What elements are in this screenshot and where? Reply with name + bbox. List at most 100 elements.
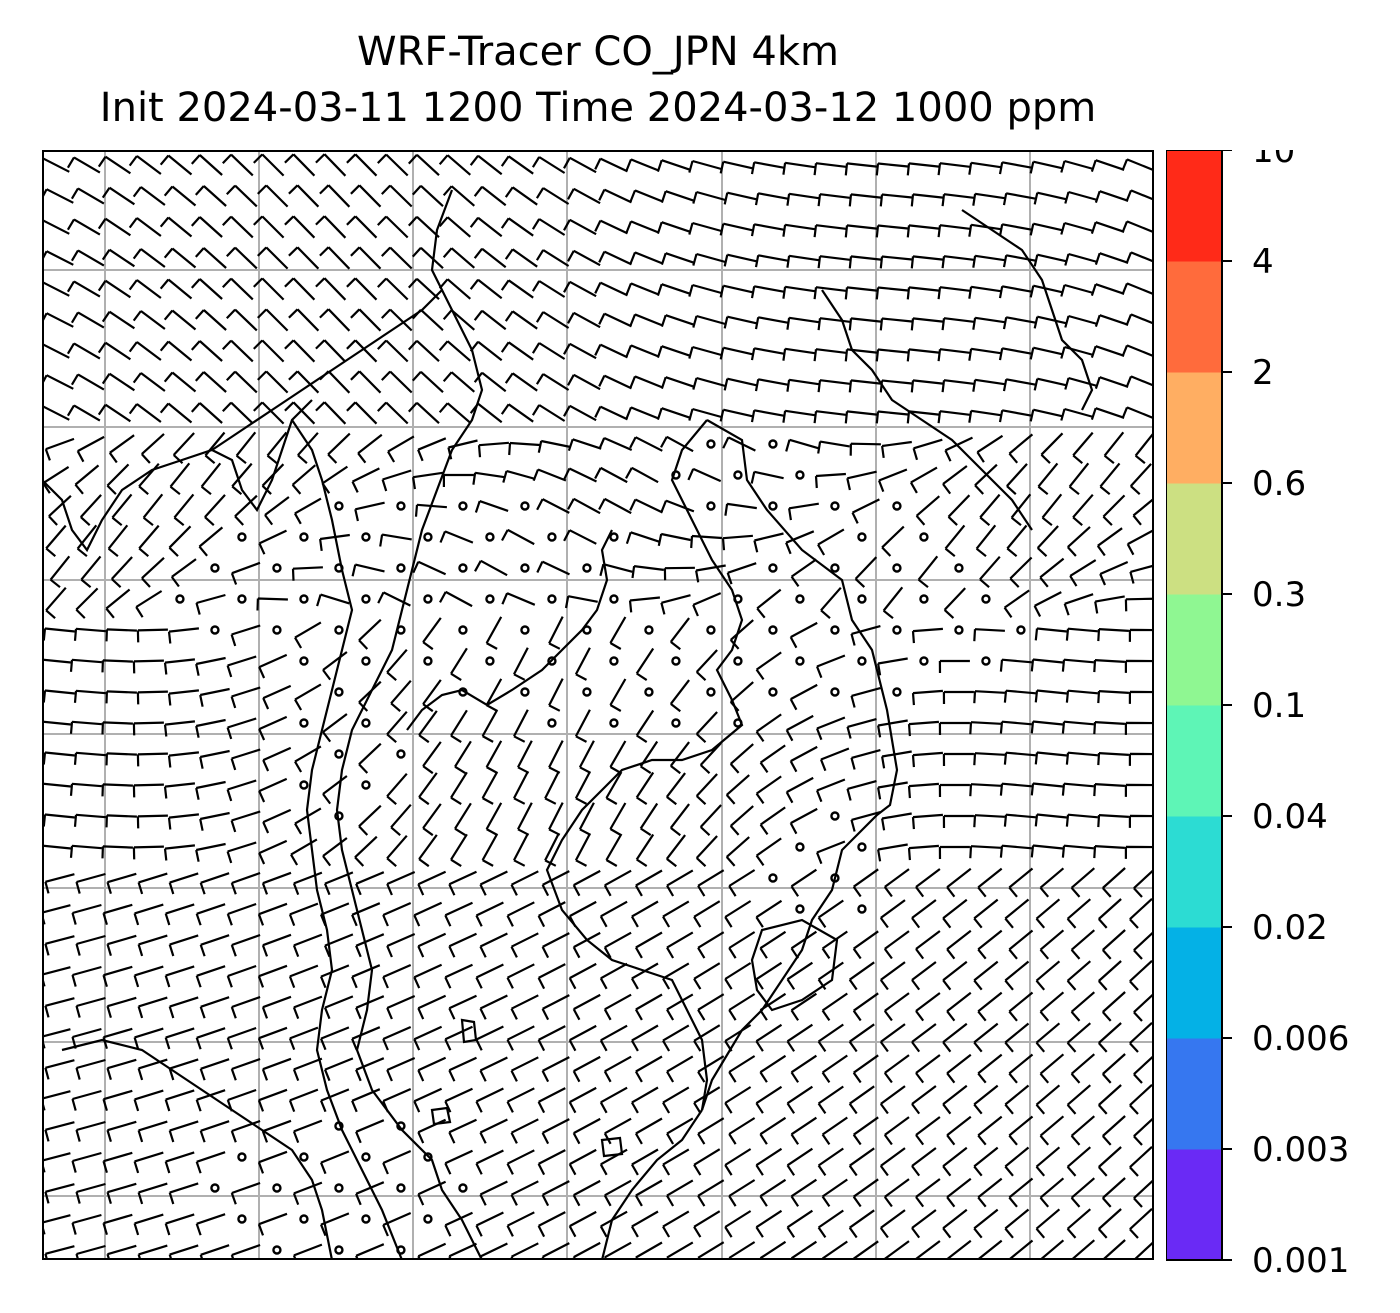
wind-barb bbox=[759, 744, 786, 774]
wind-barb bbox=[322, 837, 348, 867]
wind-barb bbox=[472, 471, 505, 485]
wind-barb bbox=[42, 281, 70, 297]
wind-barb bbox=[504, 186, 538, 206]
wind-barb bbox=[854, 556, 878, 588]
coastline-shikoku bbox=[750, 918, 839, 1012]
wind-barb bbox=[574, 771, 591, 805]
colorbar-band bbox=[1166, 1038, 1222, 1150]
wind-barb bbox=[101, 783, 133, 797]
calm-marker bbox=[334, 1245, 344, 1255]
wind-barb bbox=[946, 1053, 972, 1084]
wind-barb bbox=[346, 401, 378, 425]
wind-barb bbox=[73, 813, 106, 827]
wind-barb bbox=[422, 679, 442, 713]
wind-barb bbox=[128, 279, 162, 299]
wind-barb bbox=[531, 156, 566, 174]
wind-barb bbox=[417, 1056, 447, 1082]
wind-barb bbox=[909, 466, 938, 494]
wind-barb bbox=[138, 524, 160, 558]
wind-barb bbox=[194, 309, 227, 331]
calm-marker bbox=[299, 1152, 309, 1162]
wind-barb bbox=[288, 1088, 319, 1112]
wind-barb bbox=[199, 934, 230, 957]
wind-barb bbox=[291, 566, 323, 581]
wind-barb bbox=[1070, 1115, 1096, 1146]
wind-barb bbox=[288, 184, 320, 208]
wind-barb bbox=[323, 995, 354, 1020]
wind-barb bbox=[167, 627, 200, 644]
wind-barb bbox=[629, 498, 663, 514]
wind-barb bbox=[629, 313, 664, 327]
calm-marker bbox=[272, 1245, 282, 1255]
wind-barb bbox=[625, 158, 660, 172]
wind-barb bbox=[319, 1026, 350, 1051]
wind-barb bbox=[1070, 1177, 1096, 1208]
calm-marker bbox=[547, 532, 557, 542]
wind-barb bbox=[666, 931, 694, 959]
wind-barb bbox=[1121, 220, 1154, 234]
wind-barb bbox=[629, 375, 664, 389]
wind-barb bbox=[1064, 314, 1098, 328]
wind-barb bbox=[973, 690, 1005, 704]
wind-barb bbox=[848, 193, 882, 207]
calm-marker bbox=[954, 563, 964, 573]
wind-barb bbox=[1128, 690, 1154, 704]
wind-barb bbox=[790, 1116, 818, 1145]
calm-marker bbox=[361, 1152, 371, 1162]
calm-marker bbox=[857, 594, 867, 604]
wind-barb bbox=[485, 740, 503, 774]
calm-marker bbox=[609, 656, 619, 666]
wind-barb bbox=[500, 217, 534, 237]
wind-barb bbox=[639, 740, 659, 775]
wind-barb bbox=[786, 1023, 814, 1052]
wind-barb bbox=[230, 871, 261, 895]
calm-marker bbox=[547, 718, 557, 728]
wind-barb bbox=[883, 1116, 910, 1146]
wind-barb bbox=[915, 868, 941, 898]
wind-barb bbox=[782, 285, 815, 299]
wind-barb bbox=[71, 1089, 102, 1111]
wind-barb bbox=[444, 963, 473, 989]
wind-barb bbox=[262, 808, 292, 834]
colorbar-band bbox=[1166, 372, 1222, 484]
wind-barb bbox=[230, 1181, 261, 1205]
map-frame bbox=[42, 150, 1154, 1260]
wind-barb bbox=[568, 1148, 597, 1176]
wind-barb bbox=[168, 1120, 199, 1143]
wind-barb bbox=[70, 249, 105, 267]
wind-barb bbox=[442, 309, 476, 331]
wind-barb bbox=[883, 930, 910, 960]
wind-barb bbox=[108, 434, 135, 464]
wind-barb bbox=[412, 560, 447, 576]
wind-barb bbox=[1124, 783, 1154, 797]
wind-barb bbox=[222, 339, 254, 363]
wind-barb bbox=[159, 340, 193, 362]
wind-barb bbox=[1121, 344, 1154, 358]
wind-barb bbox=[666, 869, 694, 897]
wind-barb bbox=[599, 563, 633, 577]
wind-barb bbox=[598, 188, 632, 204]
wind-barb bbox=[1124, 597, 1154, 612]
wind-barb bbox=[479, 1118, 508, 1144]
wind-barb bbox=[693, 1148, 721, 1176]
calm-marker bbox=[582, 563, 592, 573]
wind-barb bbox=[407, 215, 440, 239]
wind-barb bbox=[253, 153, 285, 177]
wind-barb bbox=[817, 1209, 844, 1239]
wind-barb bbox=[1066, 1084, 1092, 1115]
wind-barb bbox=[351, 563, 385, 577]
wind-barb bbox=[386, 772, 408, 806]
wind-barb bbox=[969, 845, 1001, 859]
wind-barb bbox=[102, 1089, 133, 1112]
wind-barb bbox=[574, 709, 591, 743]
wind-barb bbox=[1061, 844, 1094, 858]
calm-marker bbox=[733, 594, 743, 604]
wind-barb bbox=[817, 440, 850, 454]
wind-barb bbox=[910, 379, 944, 393]
wind-barb bbox=[439, 590, 473, 608]
wind-barb bbox=[319, 308, 351, 332]
wind-barb bbox=[142, 493, 164, 527]
wind-barb bbox=[226, 246, 258, 270]
calm-marker bbox=[210, 1183, 220, 1193]
wind-barb bbox=[469, 154, 503, 176]
